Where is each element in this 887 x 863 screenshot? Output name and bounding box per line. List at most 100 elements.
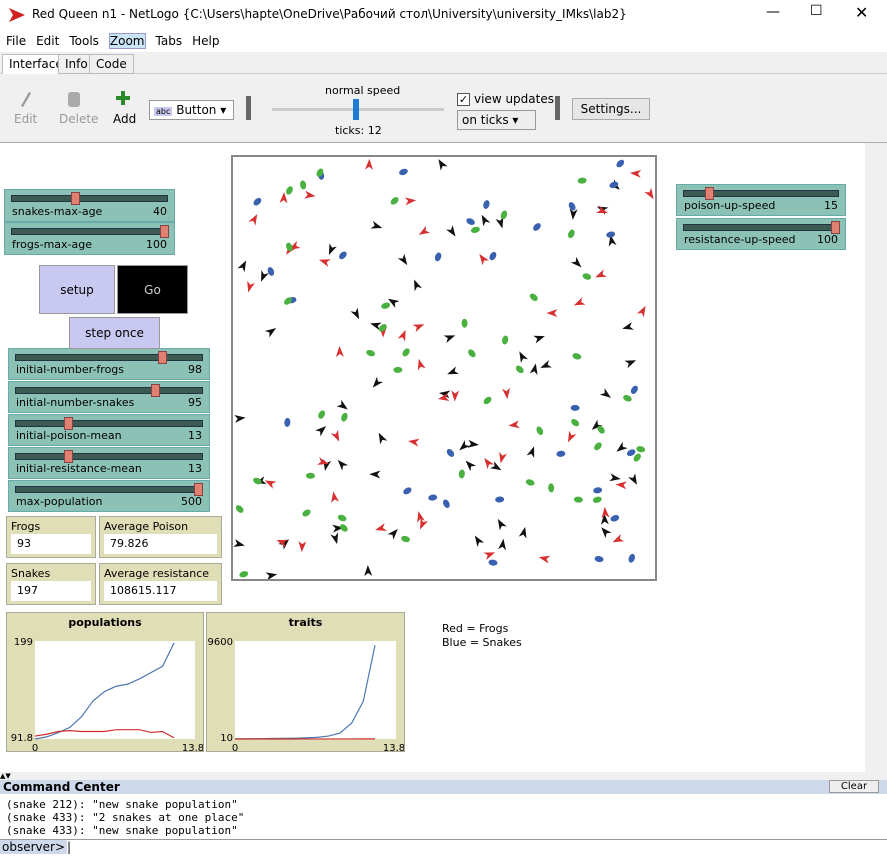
- add-button[interactable]: Add: [113, 112, 137, 126]
- widget-select[interactable]: abc Button ▾: [149, 100, 234, 120]
- slider-track: [15, 387, 203, 394]
- speed-knob[interactable]: [353, 99, 359, 120]
- tab[interactable]: Code: [89, 54, 134, 74]
- agent: [459, 440, 471, 451]
- slider[interactable]: initial-resistance-mean 13: [8, 447, 210, 479]
- view-updates-checkbox[interactable]: ✓: [457, 93, 470, 106]
- slider[interactable]: resistance-up-speed 100: [676, 218, 846, 250]
- menu-item[interactable]: Help: [192, 34, 220, 48]
- agent: [328, 243, 337, 256]
- agent: [466, 218, 475, 225]
- maximize[interactable]: ☐: [810, 3, 823, 19]
- agent: [264, 327, 277, 338]
- agent: [497, 518, 507, 531]
- slider[interactable]: poison-up-speed 15: [676, 184, 846, 216]
- slider[interactable]: frogs-max-age 100: [4, 222, 175, 255]
- update-mode-select[interactable]: on ticks ▾: [457, 110, 536, 130]
- agent: [261, 270, 269, 282]
- agent: [412, 324, 425, 333]
- plot-area: 59600 100 13.8: [207, 637, 404, 751]
- agent: [417, 358, 426, 371]
- agent: [397, 253, 408, 266]
- agent: [546, 309, 558, 318]
- slider-knob[interactable]: [150, 384, 160, 397]
- slider[interactable]: initial-poison-mean 13: [8, 414, 210, 446]
- agent: [318, 410, 326, 419]
- minimize[interactable]: —: [766, 4, 780, 20]
- clear-button[interactable]: Clear: [829, 780, 879, 793]
- menu-item[interactable]: Tabs: [155, 34, 183, 48]
- agent: [597, 425, 605, 434]
- slider-label: max-population: [16, 495, 103, 508]
- slider[interactable]: max-population 500: [8, 480, 210, 512]
- menu-item[interactable]: Tools: [69, 34, 99, 48]
- slider[interactable]: initial-number-frogs 98: [8, 348, 210, 380]
- agent: [233, 539, 245, 547]
- agent: [568, 229, 575, 239]
- agent: [339, 524, 348, 532]
- app-icon: [9, 8, 25, 22]
- agent: [298, 540, 307, 553]
- menu-item[interactable]: Edit: [36, 34, 60, 48]
- agent: [372, 376, 383, 388]
- slider-knob[interactable]: [157, 351, 167, 364]
- plot-area: 199 91.80 13.8: [11, 637, 203, 751]
- agent: [500, 210, 508, 220]
- delete-button[interactable]: Delete: [59, 112, 99, 126]
- agent: [572, 353, 582, 360]
- slider[interactable]: initial-number-snakes 95: [8, 381, 210, 413]
- agent: [536, 426, 544, 436]
- menu-item[interactable]: File: [6, 34, 27, 48]
- view-updates-label: view updates: [474, 92, 554, 106]
- agent: [341, 412, 348, 422]
- command-center: Command Center Clear (snake 212): "new s…: [0, 780, 887, 863]
- close[interactable]: ✕: [855, 3, 869, 22]
- slider-knob[interactable]: [71, 192, 80, 205]
- tab[interactable]: Info: [58, 54, 95, 74]
- agent: [443, 335, 456, 343]
- agent: [465, 460, 477, 472]
- slider-knob[interactable]: [63, 450, 73, 463]
- agent: [600, 513, 609, 525]
- edit-button[interactable]: Edit: [14, 112, 38, 126]
- widget-type: Button: [176, 103, 217, 117]
- agent: [483, 552, 496, 561]
- scrollbar[interactable]: [865, 143, 887, 772]
- slider-knob[interactable]: [63, 417, 73, 430]
- slider[interactable]: snakes-max-age 40: [4, 189, 175, 222]
- toolbar: Edit Delete Add abc Button ▾ normal spee…: [0, 74, 887, 143]
- agent: [628, 473, 637, 485]
- settings-button[interactable]: Settings...: [572, 98, 650, 120]
- agent: [370, 220, 383, 229]
- menu-bar: File Edit Tools Zoom Tabs Help: [0, 30, 887, 52]
- button[interactable]: step once: [69, 317, 160, 349]
- tab[interactable]: Interface: [2, 54, 70, 74]
- slider-value: 13: [188, 429, 202, 442]
- button[interactable]: Go: [117, 265, 188, 314]
- slider-knob[interactable]: [159, 225, 169, 238]
- agent: [253, 477, 262, 485]
- agent: [540, 359, 552, 368]
- agent: [387, 528, 398, 540]
- splitter[interactable]: ▲▼: [0, 772, 887, 780]
- slider-knob[interactable]: [830, 221, 840, 234]
- agent: [636, 305, 646, 318]
- button[interactable]: setup: [39, 265, 115, 314]
- separator: [246, 96, 251, 120]
- slider-track: [15, 354, 203, 361]
- agent: [468, 349, 476, 358]
- agent: [381, 302, 391, 309]
- agent: [237, 260, 247, 273]
- agent: [332, 524, 344, 533]
- axis-label: 199: [14, 637, 33, 648]
- agent: [526, 446, 535, 459]
- slider-label: initial-number-snakes: [16, 396, 135, 409]
- agent: [330, 532, 339, 545]
- agent: [601, 506, 610, 519]
- command-center-header: Command Center: [0, 780, 887, 794]
- agent: [393, 366, 403, 373]
- slider-knob[interactable]: [705, 187, 715, 200]
- menu-item[interactable]: Zoom: [108, 33, 146, 49]
- command-input[interactable]: observer> |: [0, 839, 887, 857]
- slider-knob[interactable]: [194, 483, 204, 496]
